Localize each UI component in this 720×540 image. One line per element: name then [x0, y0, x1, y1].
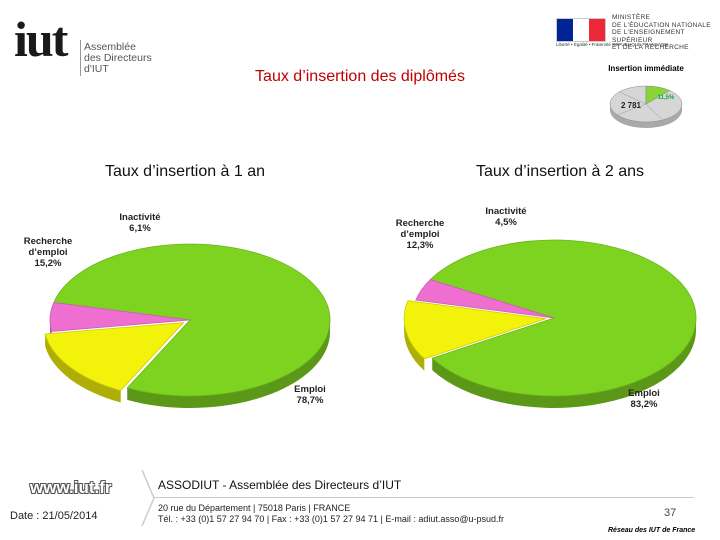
- pie1-slice-2: [49, 302, 191, 332]
- logo-iut-text: iut: [14, 11, 68, 67]
- pie-chart-2: [403, 239, 697, 408]
- page-title: Taux d’insertion des diplômés: [255, 68, 465, 85]
- pie-chart-1: [44, 243, 331, 408]
- contact-line: Tél. : +33 (0)1 57 27 94 70 | Fax : +33 …: [158, 514, 505, 524]
- pie1-label-inactivite: Inactivité 6,1%: [108, 212, 172, 234]
- chart-1-title: Taux d’insertion à 1 an: [104, 163, 266, 180]
- iut-logo: iut Assemblée des Directeurs d'IUT: [8, 2, 168, 82]
- french-flag-icon: [556, 18, 606, 42]
- pie1-label-recherche-value: 15,2%: [34, 258, 62, 269]
- pie1-label-inactivite-value: 6,1%: [129, 223, 151, 234]
- mini-chart: Insertion immédiate 2 781 11,5%: [596, 64, 696, 130]
- pie2-label-inactivite-name: Inactivité: [485, 206, 527, 217]
- mini-pie-spoke-1: [617, 103, 647, 116]
- pie2-label-recherche-value: 12,3%: [406, 240, 434, 251]
- pie1-side-1: [45, 333, 121, 403]
- pie1-label-emploi-value: 78,7%: [296, 395, 324, 406]
- ministry-line-3: DE L'ENSEIGNEMENT SUPÉRIEUR: [612, 29, 685, 44]
- flag-caption: Liberté • Égalité • Fraternité RÉPUBLIQU…: [556, 42, 669, 47]
- mini-pie-svg: 2 781 11,5%: [609, 85, 683, 128]
- pie2-label-emploi-value: 83,2%: [630, 399, 658, 410]
- ministry-logo: Liberté • Égalité • Fraternité RÉPUBLIQU…: [556, 14, 716, 54]
- logo-divider: [80, 40, 81, 76]
- page-number: 37: [664, 507, 677, 519]
- mini-pie-spoke-0: [645, 103, 663, 121]
- pie2-label-recherche-sub: d’emploi: [400, 229, 440, 240]
- network-signature: Réseau des IUT de France: [608, 527, 696, 534]
- logo-caption: Assemblée des Directeurs d'IUT: [84, 42, 152, 75]
- address-line: 20 rue du Département | 75018 Paris | FR…: [158, 503, 351, 513]
- logo-line-3: d'IUT: [84, 63, 109, 75]
- footer-divider-shape: [141, 469, 155, 527]
- ministry-line-4: ET DE LA RECHERCHE: [612, 44, 689, 51]
- logo-line-1: Assemblée: [84, 41, 136, 53]
- pie1-label-recherche-name: Recherche: [23, 236, 73, 247]
- pie1-slice-0: [53, 243, 331, 397]
- pie1-label-emploi: Emploi 78,7%: [282, 384, 338, 406]
- pie2-label-emploi-name: Emploi: [628, 388, 660, 399]
- mini-pie-side: [610, 104, 682, 128]
- association-name: ASSODIUT - Assemblée des Directeurs d’IU…: [158, 478, 402, 492]
- pie2-label-emploi: Emploi 83,2%: [616, 388, 672, 410]
- date-text: Date : 21/05/2014: [10, 510, 98, 522]
- pie2-slice-0: [429, 239, 697, 397]
- logo-line-2: des Directeurs: [84, 52, 152, 64]
- pie2-slice-1: [403, 300, 547, 360]
- mini-chart-title: Insertion immédiate: [608, 64, 684, 73]
- pie2-label-recherche-name: Recherche: [395, 218, 445, 229]
- ministry-line-2: DE L'ÉDUCATION NATIONALE: [612, 21, 711, 29]
- pie1-side-0: [127, 320, 330, 408]
- website-link[interactable]: www.iut.fr: [30, 478, 112, 497]
- mini-label-small: 11,5%: [658, 95, 675, 101]
- pie2-side-0: [432, 318, 696, 408]
- pie2-label-inactivite-value: 4,5%: [495, 217, 517, 228]
- ministry-line-1: MINISTÈRE: [612, 14, 651, 21]
- mini-pie-slice-1: [645, 85, 671, 105]
- pie2-side-1: [404, 318, 425, 371]
- pie1-label-recherche: Recherche d’emploi 15,2%: [14, 236, 82, 269]
- mini-label-main: 2 781: [621, 101, 642, 110]
- pie1-label-inactivite-name: Inactivité: [119, 212, 161, 223]
- pie2-label-inactivite: Inactivité 4,5%: [474, 206, 538, 228]
- pie2-label-recherche: Recherche d’emploi 12,3%: [386, 218, 454, 251]
- pie1-label-recherche-sub: d’emploi: [28, 247, 68, 258]
- pie2-slice-2: [415, 279, 555, 319]
- footer-rule: [154, 497, 694, 498]
- pie1-label-emploi-name: Emploi: [294, 384, 326, 395]
- chart-2-title: Taux d’insertion à 2 ans: [475, 163, 645, 180]
- pie1-slice-1: [44, 322, 185, 391]
- mini-pie-spoke-2: [619, 91, 647, 105]
- ministry-name: MINISTÈRE DE L'ÉDUCATION NATIONALE DE L'…: [612, 14, 716, 52]
